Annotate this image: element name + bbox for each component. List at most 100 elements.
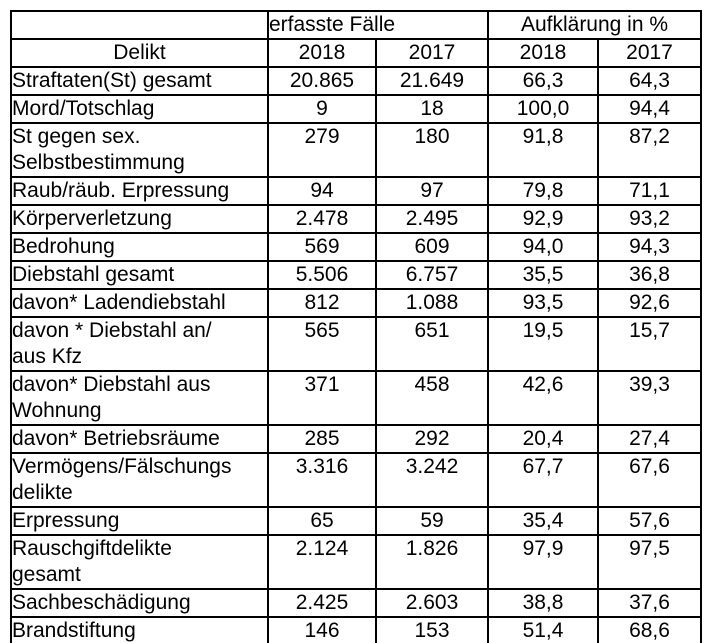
cell-delikt: Mord/Totschlag [10, 94, 269, 124]
cell-delikt: davon* Diebstahl aus Wohnung [10, 370, 269, 426]
cell-cases-2017: 180 [375, 122, 489, 178]
table-row: Mord/Totschlag 9 18 100,0 94,4 [10, 94, 702, 124]
table-row: davon* Betriebsräume 285 292 20,4 27,4 [10, 424, 702, 454]
cell-clearance-2018: 91,8 [487, 122, 599, 178]
header-clearance-2017: 2017 [597, 38, 702, 68]
cell-clearance-2017: 68,6 [597, 616, 702, 643]
header-group-clearance: Aufklärung in % [487, 10, 702, 40]
table-row: Brandstiftung 146 153 51,4 68,6 [10, 616, 702, 643]
cell-clearance-2018: 93,5 [487, 288, 599, 318]
cell-clearance-2017: 64,3 [597, 66, 702, 96]
cell-cases-2017: 2.603 [375, 588, 489, 618]
table-row: Rauschgiftdelikte gesamt 2.124 1.826 97,… [10, 534, 702, 590]
cell-clearance-2017: 97,5 [597, 534, 702, 590]
cell-delikt: davon * Diebstahl an/ aus Kfz [10, 316, 269, 372]
cell-clearance-2018: 51,4 [487, 616, 599, 643]
table-row: Vermögens/Fälschungs delikte 3.316 3.242… [10, 452, 702, 508]
table-row: davon * Diebstahl an/ aus Kfz 565 651 19… [10, 316, 702, 372]
cell-cases-2017: 6.757 [375, 260, 489, 290]
cell-cases-2017: 292 [375, 424, 489, 454]
cell-cases-2018: 146 [267, 616, 377, 643]
cell-cases-2018: 65 [267, 506, 377, 536]
cell-clearance-2017: 87,2 [597, 122, 702, 178]
group-header-row: erfasste Fälle Aufklärung in % [10, 10, 702, 40]
cell-cases-2018: 565 [267, 316, 377, 372]
cell-clearance-2017: 57,6 [597, 506, 702, 536]
cell-clearance-2017: 27,4 [597, 424, 702, 454]
cell-clearance-2018: 38,8 [487, 588, 599, 618]
cell-clearance-2018: 35,4 [487, 506, 599, 536]
cell-delikt: davon* Ladendiebstahl [10, 288, 269, 318]
cell-cases-2017: 609 [375, 232, 489, 262]
cell-delikt: Diebstahl gesamt [10, 260, 269, 290]
cell-cases-2018: 9 [267, 94, 377, 124]
cell-delikt: Raub/räub. Erpressung [10, 176, 269, 206]
cell-cases-2018: 94 [267, 176, 377, 206]
cell-clearance-2018: 94,0 [487, 232, 599, 262]
cell-clearance-2017: 36,8 [597, 260, 702, 290]
cell-clearance-2018: 67,7 [487, 452, 599, 508]
cell-clearance-2017: 94,4 [597, 94, 702, 124]
cell-clearance-2018: 66,3 [487, 66, 599, 96]
table-row: Körperverletzung 2.478 2.495 92,9 93,2 [10, 204, 702, 234]
cell-clearance-2018: 97,9 [487, 534, 599, 590]
cell-cases-2018: 569 [267, 232, 377, 262]
cell-clearance-2018: 19,5 [487, 316, 599, 372]
table-row: Bedrohung 569 609 94,0 94,3 [10, 232, 702, 262]
table-row: Sachbeschädigung 2.425 2.603 38,8 37,6 [10, 588, 702, 618]
cell-cases-2018: 20.865 [267, 66, 377, 96]
cell-cases-2017: 59 [375, 506, 489, 536]
cell-delikt: Vermögens/Fälschungs delikte [10, 452, 269, 508]
header-group-cases: erfasste Fälle [267, 10, 489, 40]
cell-delikt: Erpressung [10, 506, 269, 536]
cell-clearance-2017: 67,6 [597, 452, 702, 508]
cell-cases-2017: 1.826 [375, 534, 489, 590]
header-cases-2018: 2018 [267, 38, 377, 68]
table-row: davon* Diebstahl aus Wohnung 371 458 42,… [10, 370, 702, 426]
cell-clearance-2018: 35,5 [487, 260, 599, 290]
cell-clearance-2017: 15,7 [597, 316, 702, 372]
header-cases-2017: 2017 [375, 38, 489, 68]
table-row: Raub/räub. Erpressung 94 97 79,8 71,1 [10, 176, 702, 206]
cell-clearance-2018: 42,6 [487, 370, 599, 426]
cell-cases-2018: 2.124 [267, 534, 377, 590]
cell-clearance-2018: 79,8 [487, 176, 599, 206]
cell-clearance-2018: 20,4 [487, 424, 599, 454]
cell-cases-2018: 812 [267, 288, 377, 318]
cell-delikt: Bedrohung [10, 232, 269, 262]
cell-cases-2017: 18 [375, 94, 489, 124]
cell-cases-2017: 458 [375, 370, 489, 426]
cell-clearance-2017: 39,3 [597, 370, 702, 426]
cell-delikt: davon* Betriebsräume [10, 424, 269, 454]
cell-cases-2017: 651 [375, 316, 489, 372]
cell-cases-2017: 153 [375, 616, 489, 643]
table-row: Erpressung 65 59 35,4 57,6 [10, 506, 702, 536]
cell-cases-2018: 3.316 [267, 452, 377, 508]
cell-clearance-2017: 37,6 [597, 588, 702, 618]
cell-cases-2017: 2.495 [375, 204, 489, 234]
cell-clearance-2017: 71,1 [597, 176, 702, 206]
cell-cases-2018: 2.425 [267, 588, 377, 618]
table-row: davon* Ladendiebstahl 812 1.088 93,5 92,… [10, 288, 702, 318]
cell-clearance-2017: 93,2 [597, 204, 702, 234]
cell-cases-2017: 21.649 [375, 66, 489, 96]
cell-clearance-2018: 92,9 [487, 204, 599, 234]
cell-delikt: St gegen sex. Selbstbestimmung [10, 122, 269, 178]
cell-cases-2017: 97 [375, 176, 489, 206]
table-row: St gegen sex. Selbstbestimmung 279 180 9… [10, 122, 702, 178]
cell-cases-2018: 2.478 [267, 204, 377, 234]
cell-cases-2018: 371 [267, 370, 377, 426]
cell-clearance-2017: 94,3 [597, 232, 702, 262]
cell-delikt: Brandstiftung [10, 616, 269, 643]
cell-cases-2018: 279 [267, 122, 377, 178]
cell-delikt: Rauschgiftdelikte gesamt [10, 534, 269, 590]
table-row: Straftaten(St) gesamt 20.865 21.649 66,3… [10, 66, 702, 96]
cell-cases-2018: 285 [267, 424, 377, 454]
corner-empty-cell [10, 10, 269, 40]
column-header-row: Delikt 2018 2017 2018 2017 [10, 38, 702, 68]
cell-cases-2017: 3.242 [375, 452, 489, 508]
cell-cases-2017: 1.088 [375, 288, 489, 318]
table-row: Diebstahl gesamt 5.506 6.757 35,5 36,8 [10, 260, 702, 290]
header-clearance-2018: 2018 [487, 38, 599, 68]
